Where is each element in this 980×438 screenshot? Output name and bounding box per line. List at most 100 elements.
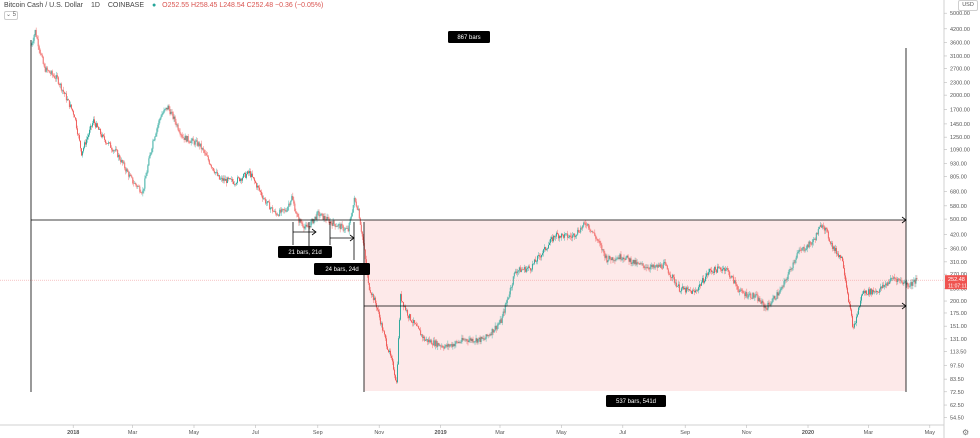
candle-body (797, 252, 799, 254)
candle-body (638, 263, 640, 265)
candle-body (871, 288, 873, 295)
candle-body (192, 138, 194, 141)
candle-body (791, 268, 793, 270)
candle-body (201, 148, 203, 150)
y-tick-label: 54.50 (950, 415, 964, 421)
candle-body (121, 159, 123, 163)
collapse-legend-button[interactable]: ⌄ 5 (4, 11, 18, 20)
candle-body (318, 211, 320, 217)
candle-body (802, 247, 804, 249)
candle-body (425, 339, 427, 341)
x-tick-label: Jul (252, 430, 259, 436)
candle-body (784, 279, 786, 282)
candle-body (31, 43, 33, 46)
candle-body (552, 237, 553, 242)
candle-body (751, 297, 753, 299)
candle-body (335, 226, 337, 227)
candle-body (786, 278, 788, 280)
candle-body (640, 263, 642, 264)
candle-body (601, 245, 603, 251)
candle-body (853, 326, 854, 328)
y-tick-label: 805.00 (950, 175, 967, 181)
candle-body (66, 99, 68, 101)
interval-label[interactable]: 1D (90, 2, 100, 9)
candle-body (131, 175, 133, 178)
candle-body (636, 262, 638, 265)
candle-body (305, 224, 307, 227)
candle-body (760, 301, 762, 304)
candle-body (488, 335, 490, 336)
candle-body (480, 336, 482, 342)
gear-icon[interactable]: ⚙ (962, 428, 970, 437)
candle-body (571, 236, 573, 238)
candle-body (807, 244, 809, 248)
candle-body (317, 211, 319, 213)
candle-body (200, 143, 202, 150)
candle-body (637, 262, 639, 264)
candle-body (260, 190, 262, 192)
candle-body (436, 340, 438, 347)
candle-body (227, 177, 229, 179)
candle-body (883, 284, 885, 287)
candle-body (347, 228, 349, 232)
candle-body (748, 294, 750, 297)
candle-body (466, 339, 468, 341)
candle-body (48, 70, 50, 73)
candle-body (266, 202, 268, 204)
currency-unit-badge[interactable]: USD (958, 0, 978, 11)
candle-body (746, 291, 748, 298)
candle-body (351, 212, 353, 217)
candle-body (837, 253, 839, 258)
candle-body (695, 290, 696, 293)
candle-body (500, 319, 502, 323)
candle-body (882, 284, 884, 289)
candle-body (79, 140, 81, 149)
candle-body (274, 210, 276, 212)
candle-body (207, 156, 209, 161)
candle-body (757, 294, 759, 302)
candle-body (345, 228, 347, 229)
candle-body (822, 225, 824, 227)
candle-body (721, 269, 723, 271)
candle-body (96, 123, 98, 128)
candle-body (755, 294, 757, 297)
candle-body (50, 71, 52, 74)
candle-body (369, 290, 371, 293)
candle-body (426, 339, 428, 340)
status-dot-icon: ● (151, 2, 157, 9)
candle-body (292, 196, 294, 200)
candle-body (261, 191, 263, 196)
candle-body (391, 355, 392, 359)
candle-body (277, 214, 279, 216)
candle-body (877, 291, 879, 293)
candle-body (43, 63, 45, 67)
range-shade (364, 220, 906, 391)
candle-body (210, 165, 212, 168)
candle-body (379, 317, 381, 325)
candle-body (629, 258, 631, 262)
candle-body (383, 331, 385, 335)
candle-body (916, 278, 918, 280)
candle-body (553, 235, 554, 242)
candle-body (674, 282, 676, 284)
candle-body (621, 259, 623, 260)
candle-body (196, 140, 198, 146)
candles-group (30, 27, 918, 384)
price-tag-value: 252.48 (948, 277, 965, 283)
candle-body (576, 234, 578, 237)
candle-body (805, 248, 807, 251)
candle-body (73, 114, 75, 118)
candle-body (396, 380, 397, 383)
candle-body (759, 298, 761, 302)
candle-body (906, 282, 908, 285)
candle-body (567, 233, 569, 238)
candle-body (558, 234, 560, 239)
candle-body (535, 261, 537, 263)
candle-body (818, 226, 820, 230)
candle-body (713, 271, 715, 273)
candle-body (892, 278, 894, 279)
candle-body (530, 269, 532, 271)
candle-body (304, 226, 306, 229)
candle-body (128, 171, 130, 177)
